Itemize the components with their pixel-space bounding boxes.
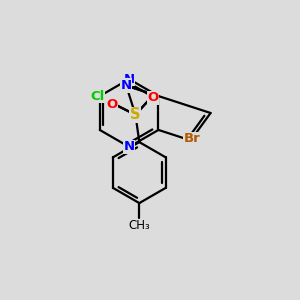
- Text: O: O: [148, 92, 159, 104]
- Text: N: N: [124, 73, 135, 85]
- Text: Br: Br: [184, 132, 201, 146]
- Text: Cl: Cl: [90, 90, 105, 103]
- Text: S: S: [130, 107, 141, 122]
- Text: N: N: [121, 79, 132, 92]
- Text: N: N: [124, 140, 135, 153]
- Text: O: O: [106, 98, 117, 111]
- Text: CH₃: CH₃: [128, 219, 150, 232]
